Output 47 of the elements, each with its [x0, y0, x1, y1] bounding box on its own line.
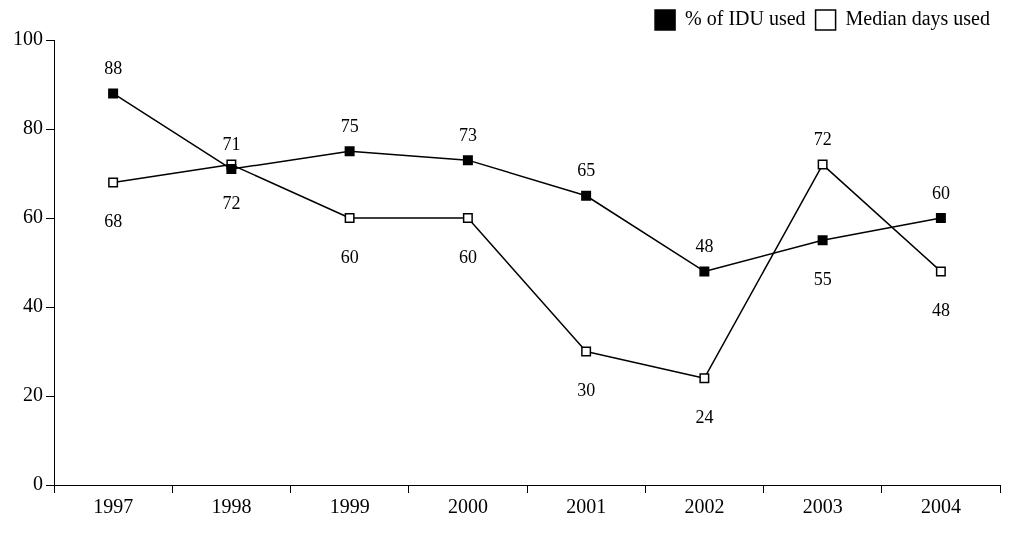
point: [817, 159, 828, 170]
point: [699, 266, 710, 277]
point: [462, 155, 473, 166]
point: [817, 235, 828, 246]
legend-label: % of IDU used: [685, 7, 806, 30]
legend-label: Median days used: [845, 7, 991, 31]
data-label: 55: [813, 268, 832, 289]
y-tick-label: 40: [23, 294, 43, 317]
data-label: 60: [931, 182, 950, 203]
y-tick-label: 100: [13, 27, 43, 50]
x-tick-label: 2003: [802, 495, 843, 518]
x-tick-label: 2002: [684, 495, 725, 518]
data-label: 88: [104, 58, 123, 79]
data-label: 75: [340, 115, 359, 136]
x-tick-label: 1997: [93, 495, 134, 518]
point: [462, 213, 473, 223]
point: [935, 266, 946, 277]
data-label: 72: [222, 193, 241, 214]
y-tick-label: 0: [33, 472, 43, 495]
data-label: 30: [577, 380, 596, 401]
data-label: 48: [931, 300, 950, 321]
x-tick-label: 2004: [920, 495, 961, 518]
point: [344, 213, 355, 223]
data-label: 65: [577, 160, 596, 181]
point: [699, 373, 710, 384]
y-tick-label: 60: [23, 205, 43, 228]
point: [344, 146, 355, 157]
y-tick-label: 20: [23, 383, 43, 406]
point: [581, 190, 592, 201]
x-tick-label: 2001: [566, 495, 607, 518]
data-label: 72: [813, 129, 832, 150]
x-tick-label: 1999: [329, 495, 370, 518]
point: [226, 164, 237, 175]
data-label: 71: [222, 133, 241, 154]
point: [108, 177, 119, 188]
data-label: 68: [104, 211, 123, 232]
x-tick-label: 1998: [211, 495, 252, 518]
data-label: 73: [458, 124, 477, 145]
data-label: 48: [695, 236, 714, 257]
y-tick-label: 80: [23, 116, 43, 139]
data-label: 24: [695, 406, 714, 427]
x-tick-label: 2000: [447, 495, 488, 518]
point: [581, 346, 592, 357]
data-label: 60: [340, 246, 359, 267]
point: [108, 88, 119, 99]
point: [935, 213, 946, 223]
data-label: 60: [458, 246, 477, 267]
